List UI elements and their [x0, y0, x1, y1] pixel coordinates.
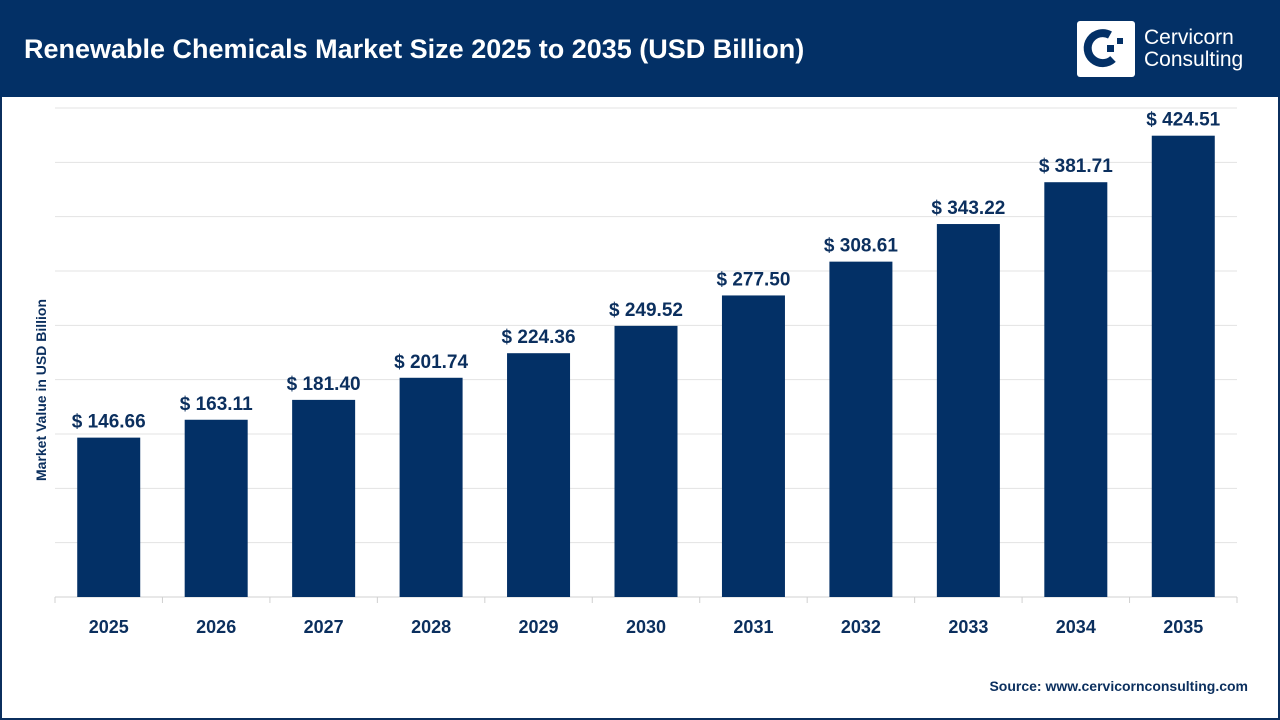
- logo-icon: [1077, 21, 1135, 77]
- source-text: Source: www.cervicornconsulting.com: [989, 678, 1248, 694]
- logo-text: Cervicorn Consulting: [1144, 27, 1243, 71]
- y-axis-label: Market Value in USD Billion: [33, 298, 49, 482]
- logo-text-line1: Cervicorn: [1144, 26, 1234, 49]
- logo: Cervicorn Consulting: [1077, 21, 1243, 77]
- logo-text-line2: Consulting: [1144, 48, 1244, 71]
- chart-title: Renewable Chemicals Market Size 2025 to …: [24, 34, 805, 64]
- header-banner: Renewable Chemicals Market Size 2025 to …: [0, 0, 1280, 97]
